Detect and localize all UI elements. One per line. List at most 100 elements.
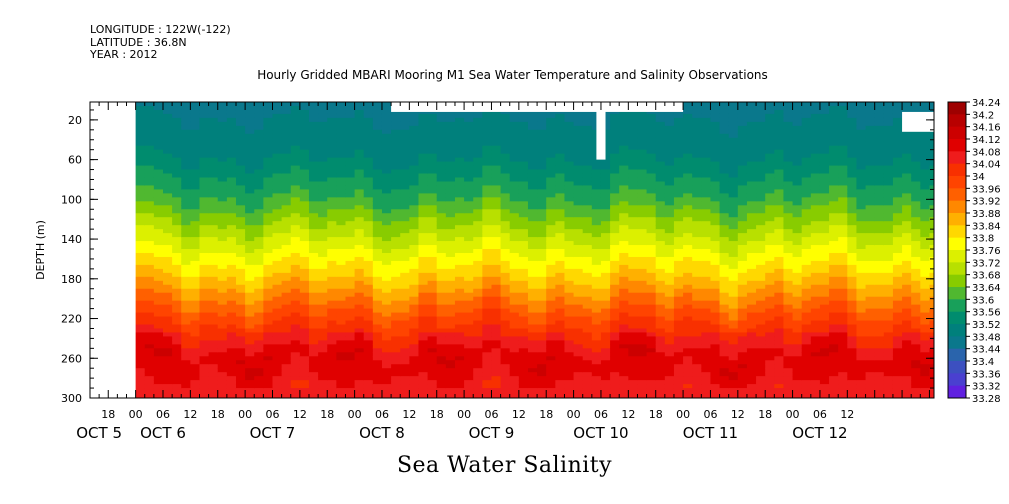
x-hour-label: 00 — [676, 408, 690, 421]
colorbar-label: 33.56 — [972, 308, 1001, 319]
colorbar-label: 33.28 — [972, 394, 1001, 405]
x-hour-label: 18 — [539, 408, 553, 421]
colorbar-label: 33.44 — [972, 345, 1001, 356]
y-tick-label: 100 — [61, 193, 82, 206]
y-tick-label: 140 — [61, 233, 82, 246]
x-hour-label: 00 — [129, 408, 143, 421]
colorbar-label: 34.2 — [972, 110, 994, 121]
colorbar-label: 33.84 — [972, 221, 1001, 232]
x-hour-label: 12 — [621, 408, 635, 421]
colorbar-label: 34.24 — [972, 98, 1001, 109]
colorbar-swatch — [948, 274, 966, 288]
colorbar-label: 33.72 — [972, 258, 1001, 269]
x-hour-label: 12 — [512, 408, 526, 421]
x-day-label: OCT 6 — [140, 424, 186, 442]
x-hour-label: 18 — [320, 408, 334, 421]
colorbar-swatch — [948, 237, 966, 251]
colorbar-label: 33.64 — [972, 283, 1001, 294]
x-day-label: OCT 7 — [250, 424, 296, 442]
x-day-label: OCT 10 — [573, 424, 628, 442]
colorbar-swatch — [948, 188, 966, 202]
y-tick-label: 220 — [61, 313, 82, 326]
x-hour-label: 00 — [238, 408, 252, 421]
colorbar-swatch — [948, 250, 966, 263]
colorbar-label: 34.04 — [972, 160, 1001, 171]
colorbar-label: 33.32 — [972, 382, 1001, 393]
colorbar-swatch — [948, 373, 966, 387]
y-axis-label: DEPTH (m) — [34, 220, 47, 280]
colorbar-label: 33.48 — [972, 332, 1001, 343]
colorbar-swatch — [948, 324, 966, 337]
longitude-text: LONGITUDE : 122W(-122) — [90, 23, 231, 36]
colorbar-swatch — [948, 336, 966, 350]
x-hour-label: 12 — [840, 408, 854, 421]
y-tick-label: 260 — [61, 352, 82, 365]
plot-frame — [89, 101, 935, 399]
colorbar-label: 33.88 — [972, 209, 1001, 220]
colorbar-swatch — [948, 262, 966, 276]
colorbar-swatch — [948, 299, 966, 313]
colorbar-swatch — [948, 102, 966, 115]
colorbar-swatch — [948, 361, 966, 374]
missing-data-region-1 — [391, 102, 684, 112]
missing-data-region-2 — [596, 102, 606, 160]
x-hour-label: 06 — [594, 408, 608, 421]
x-hour-label: 12 — [731, 408, 745, 421]
y-tick-label: 20 — [68, 114, 82, 127]
colorbar-label: 33.96 — [972, 184, 1001, 195]
colorbar-swatch — [948, 163, 966, 177]
x-day-label: OCT 5 — [76, 424, 122, 442]
colorbar-label: 34.12 — [972, 135, 1001, 146]
x-hour-label: 18 — [758, 408, 772, 421]
colorbar-label: 33.36 — [972, 369, 1001, 380]
missing-data-region-3 — [902, 111, 934, 132]
colorbar-swatch — [948, 139, 966, 152]
colorbar-label: 33.92 — [972, 197, 1001, 208]
x-day-label: OCT 12 — [792, 424, 847, 442]
y-axis: 20 60 100 140 180 220 260 300 DEPTH (m) — [34, 109, 934, 405]
colorbar-swatch — [948, 126, 966, 140]
x-hour-label: 06 — [813, 408, 827, 421]
chart-subtitle: Sea Water Salinity — [396, 453, 613, 478]
year-text: YEAR : 2012 — [90, 48, 158, 61]
missing-data-region-0 — [90, 102, 136, 398]
y-tick-label: 180 — [61, 273, 82, 286]
colorbar-swatch — [948, 213, 966, 226]
colorbar-label: 33.76 — [972, 246, 1001, 257]
colorbar-swatch — [948, 151, 966, 165]
x-hour-label: 18 — [430, 408, 444, 421]
x-hour-label: 12 — [293, 408, 307, 421]
x-hour-label: 00 — [348, 408, 362, 421]
x-hour-label: 18 — [101, 408, 115, 421]
x-hour-label: 00 — [567, 408, 581, 421]
colorbar-swatch — [948, 385, 966, 399]
x-hour-label: 06 — [265, 408, 279, 421]
chart-title: Hourly Gridded MBARI Mooring M1 Sea Wate… — [257, 68, 768, 82]
x-hour-label: 00 — [457, 408, 471, 421]
x-hour-label: 00 — [786, 408, 800, 421]
x-hour-label: 18 — [649, 408, 663, 421]
x-day-label: OCT 9 — [469, 424, 515, 442]
colorbar-label: 33.68 — [972, 271, 1001, 282]
x-hour-label: 06 — [375, 408, 389, 421]
x-hour-label: 12 — [402, 408, 416, 421]
colorbar-swatch — [948, 176, 966, 189]
colorbar-label: 34.16 — [972, 123, 1001, 134]
colorbar-label: 34 — [972, 172, 985, 183]
salinity-field — [90, 102, 934, 398]
colorbar-swatch — [948, 200, 966, 214]
colorbar-swatch — [948, 114, 966, 128]
x-hour-label: 12 — [183, 408, 197, 421]
y-tick-label: 60 — [68, 154, 82, 167]
colorbar-swatch — [948, 311, 966, 325]
y-tick-label: 300 — [61, 392, 82, 405]
x-hour-label: 06 — [703, 408, 717, 421]
colorbar-label: 33.4 — [972, 357, 994, 368]
colorbar-label: 33.52 — [972, 320, 1001, 331]
x-hour-label: 18 — [211, 408, 225, 421]
location-info: LONGITUDE : 122W(-122) LATITUDE : 36.8N … — [90, 23, 231, 62]
colorbar-label: 33.6 — [972, 295, 994, 306]
x-day-label: OCT 8 — [359, 424, 405, 442]
colorbar-swatch — [948, 348, 966, 362]
